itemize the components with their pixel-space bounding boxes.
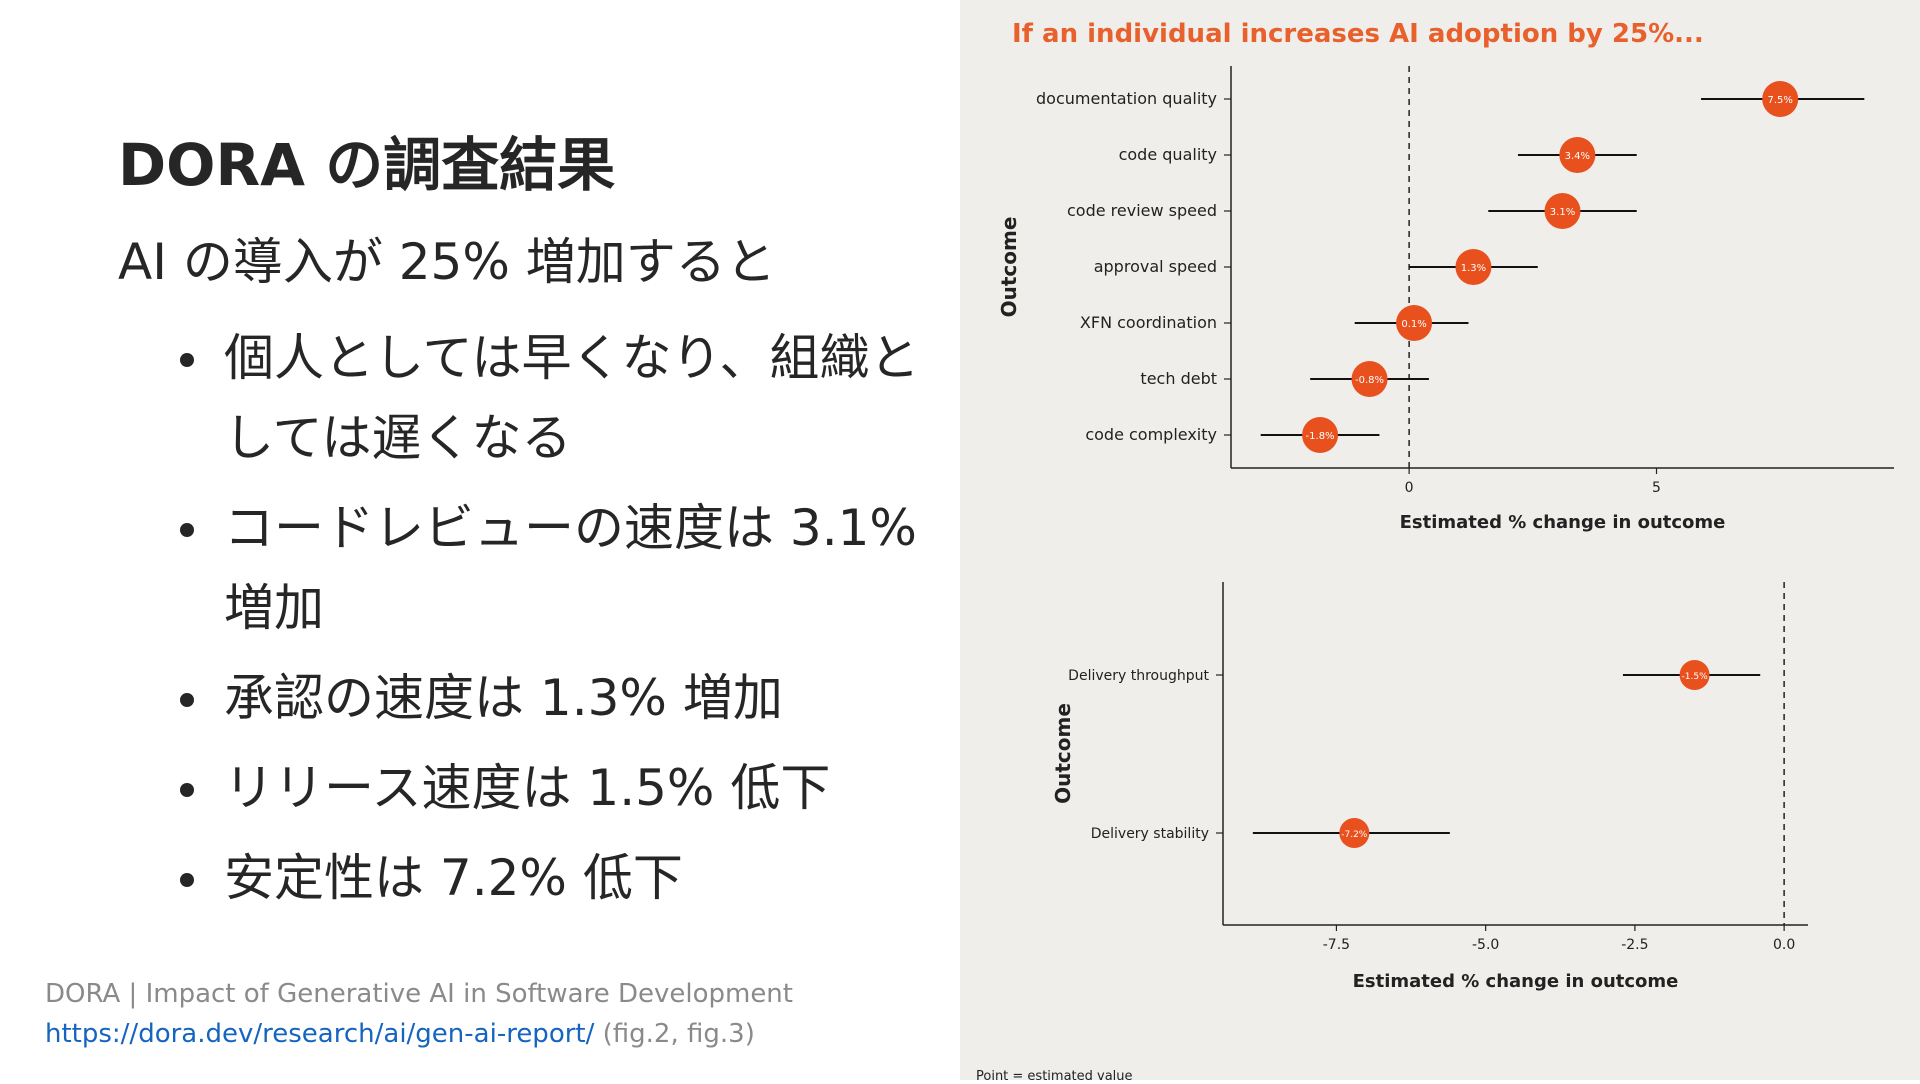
point-estimate bbox=[1351, 361, 1388, 397]
slide-lead: AI の導入が 25% 増加すると bbox=[118, 233, 776, 291]
source-line: https://dora.dev/research/ai/gen-ai-repo… bbox=[45, 1014, 793, 1054]
category-label: approval speed bbox=[1094, 257, 1217, 276]
category-label: code complexity bbox=[1085, 425, 1217, 444]
figure-panel: If an individual increases AI adoption b… bbox=[960, 0, 1920, 1084]
bullet-item: 承認の速度は 1.3% 増加 bbox=[180, 658, 924, 738]
category-label: code review speed bbox=[1067, 201, 1217, 220]
data-label: -7.2% bbox=[1341, 830, 1368, 840]
category-label: XFN coordination bbox=[1080, 313, 1217, 332]
data-label: 3.4% bbox=[1565, 151, 1590, 162]
x-tick-label: -7.5 bbox=[1323, 937, 1350, 953]
data-label: -1.8% bbox=[1306, 431, 1335, 442]
point-estimate bbox=[1302, 417, 1339, 453]
slide-text-panel: DORA の調査結果 AI の導入が 25% 増加すると 個人としては早くなり、… bbox=[0, 0, 960, 1080]
y-axis-title: Outcome bbox=[997, 217, 1021, 318]
category-label: documentation quality bbox=[1036, 89, 1217, 108]
x-tick-label: 5 bbox=[1652, 480, 1661, 496]
x-tick-label: 0.0 bbox=[1773, 937, 1795, 953]
source-link[interactable]: https://dora.dev/research/ai/gen-ai-repo… bbox=[45, 1019, 595, 1049]
figure-footnote: Point = estimated value bbox=[976, 1069, 1133, 1080]
category-label: Delivery stability bbox=[1091, 826, 1209, 842]
x-tick-label: 0 bbox=[1405, 480, 1414, 496]
x-axis-title: Estimated % change in outcome bbox=[1353, 971, 1679, 992]
x-axis-title: Estimated % change in outcome bbox=[1400, 512, 1726, 533]
chart-delivery-outcomes: -7.5 -5.0 -2.5 0.0 Delivery throughput -1.5% D… bbox=[1051, 582, 1808, 992]
slide-title: DORA の調査結果 bbox=[118, 131, 616, 199]
data-label: 0.1% bbox=[1401, 319, 1426, 330]
point-estimate bbox=[1339, 818, 1370, 848]
category-label: Delivery throughput bbox=[1068, 668, 1209, 684]
point-estimate bbox=[1396, 305, 1433, 341]
bullet-item: 個人としては早くなり、組織としては遅くなる bbox=[180, 318, 924, 478]
bullet-item: リリース速度は 1.5% 低下 bbox=[180, 748, 924, 828]
bullet-item: 安定性は 7.2% 低下 bbox=[180, 838, 924, 918]
source-citation: DORA | Impact of Generative AI in Softwa… bbox=[45, 974, 793, 1054]
y-axis-title: Outcome bbox=[1051, 703, 1075, 804]
data-label: -0.8% bbox=[1355, 375, 1384, 386]
data-label: 7.5% bbox=[1767, 95, 1792, 106]
source-text: DORA | Impact of Generative AI in Softwa… bbox=[45, 979, 793, 1009]
point-estimate bbox=[1455, 249, 1492, 285]
point-estimate bbox=[1762, 81, 1799, 117]
category-label: tech debt bbox=[1140, 369, 1217, 388]
data-label: 1.3% bbox=[1461, 263, 1486, 274]
category-label: code quality bbox=[1119, 145, 1217, 164]
x-tick-label: -2.5 bbox=[1621, 937, 1648, 953]
bullet-list: 個人としては早くなり、組織としては遅くなる コードレビューの速度は 3.1% 増… bbox=[180, 318, 924, 928]
point-estimate bbox=[1679, 660, 1710, 690]
source-note: (fig.2, fig.3) bbox=[602, 1019, 755, 1049]
data-label: -1.5% bbox=[1682, 672, 1709, 682]
bullet-item: コードレビューの速度は 3.1% 増加 bbox=[180, 488, 924, 648]
chart-individual-outcomes: 0 5 documentation quality 7.5% code quality 3… bbox=[997, 66, 1894, 533]
data-label: 3.1% bbox=[1550, 207, 1575, 218]
point-estimate bbox=[1544, 193, 1581, 229]
figure-headline: If an individual increases AI adoption b… bbox=[1012, 19, 1704, 49]
point-estimate bbox=[1559, 137, 1596, 173]
forest-plot-figure: If an individual increases AI adoption b… bbox=[976, 19, 1894, 1084]
x-tick-label: -5.0 bbox=[1472, 937, 1499, 953]
